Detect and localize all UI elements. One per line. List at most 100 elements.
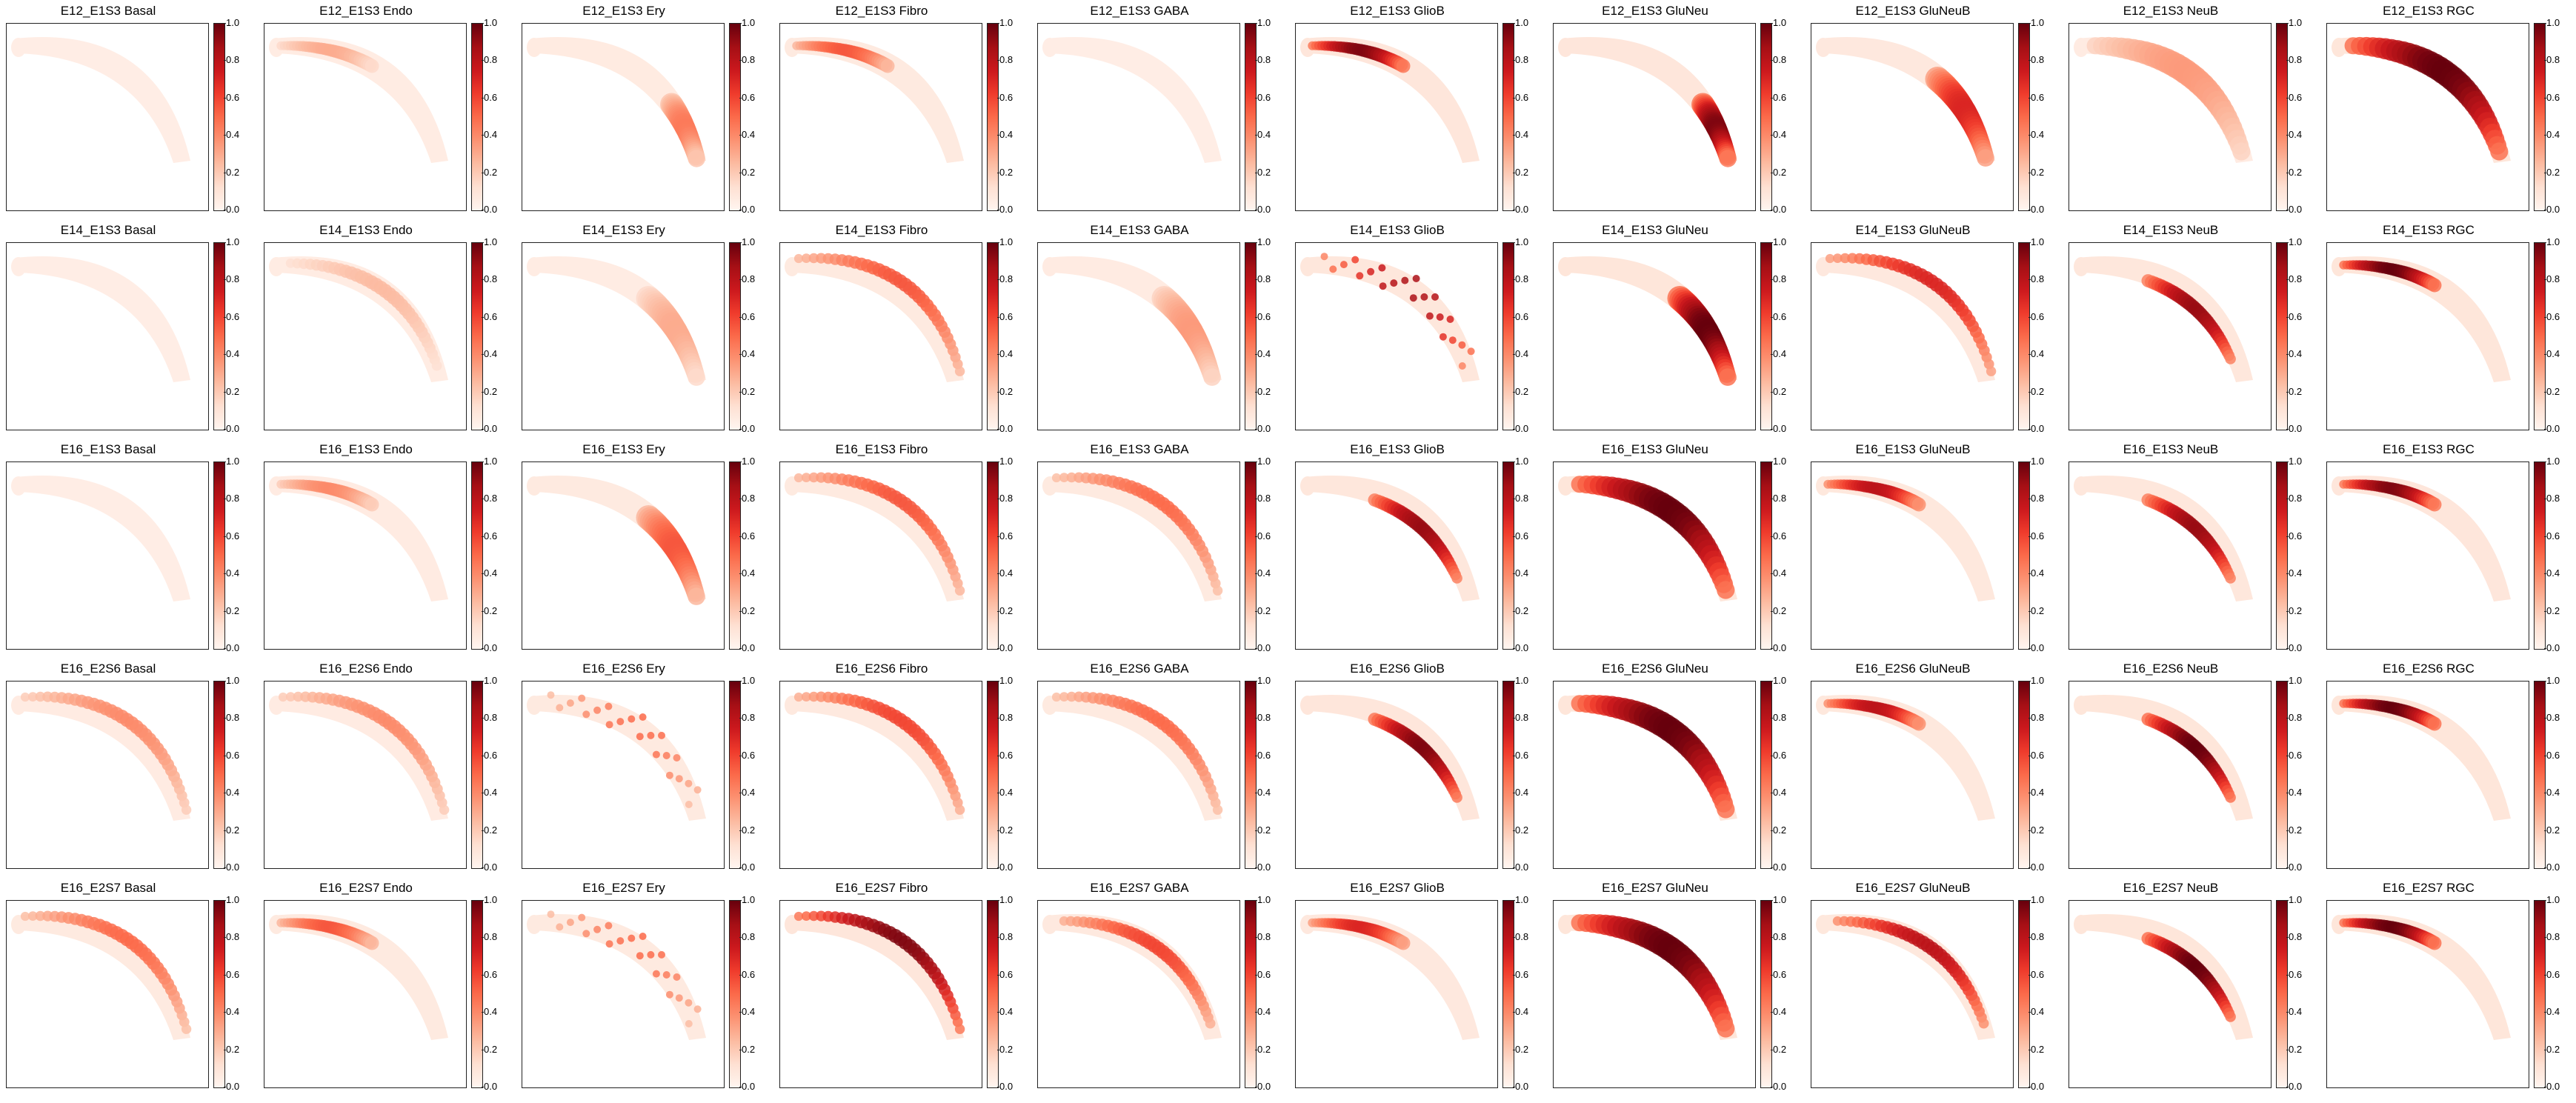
colorbar-tick-label: 0.6 [223, 968, 240, 980]
spatial-map [779, 681, 982, 869]
spatial-map [1295, 461, 1498, 650]
intensity-spot [808, 253, 819, 264]
colorbar-tick-label: 0.8 [2286, 493, 2303, 504]
colorbar-tick-label: 0.2 [481, 604, 498, 616]
colorbar-tick-label: 0.4 [996, 787, 1014, 799]
spatial-map [779, 900, 982, 1088]
colorbar-tick-label: 0.0 [739, 862, 756, 873]
intensity-spot [954, 1024, 965, 1034]
tissue-heatmap [2332, 695, 2511, 821]
panel-e14_e1s3-gaba: E14_E1S3 GABA 0.0 0.2 0.4 0.6 0.8 1.0 [1037, 222, 1282, 437]
colorbar-tick-label: 0.6 [223, 310, 240, 322]
colorbar-tick-label: 0.0 [1254, 642, 1271, 653]
intensity-spot [605, 721, 613, 729]
colorbar-tick-label: 0.4 [739, 567, 756, 579]
intensity-spot [808, 691, 819, 702]
tissue-lobe [1558, 696, 1573, 715]
panel-e14_e1s3-rgc: E14_E1S3 RGC 0.0 0.2 0.4 0.6 0.8 1.0 [2326, 222, 2571, 437]
colorbar-tick-label: 0.4 [739, 787, 756, 799]
colorbar-tick-label: 0.8 [1254, 54, 1271, 66]
panel-title: E16_E2S6 Ery [582, 662, 665, 676]
panel-e16_e2s7-basal: E16_E2S7 Basal 0.0 0.2 0.4 0.6 0.8 1.0 [6, 880, 250, 1095]
tissue-lobe [1300, 257, 1315, 276]
intensity-spot [652, 750, 660, 759]
panel-e16_e2s7-endo: E16_E2S7 Endo 0.0 0.2 0.4 0.6 0.8 1.0 [264, 880, 508, 1095]
panel-e16_e2s7-gaba: E16_E2S7 GABA 0.0 0.2 0.4 0.6 0.8 1.0 [1037, 880, 1282, 1095]
tissue-heatmap [1558, 256, 1737, 386]
colorbar-tick-label: 0.6 [481, 530, 498, 541]
colorbar-tick-label: 0.8 [996, 54, 1014, 66]
colorbar-tick-label: 0.6 [481, 749, 498, 761]
colorbar [1245, 681, 1257, 869]
intensity-spot [1390, 279, 1398, 287]
tissue-heatmap [2074, 256, 2253, 382]
colorbar-tick-label: 0.0 [223, 204, 240, 215]
tissue-heatmap [2332, 914, 2511, 1040]
tissue-section [789, 914, 964, 1040]
colorbar-tick-label: 0.0 [481, 642, 498, 653]
colorbar-tick-label: 0.8 [223, 493, 240, 504]
intensity-spot [181, 804, 192, 815]
colorbar-tick-label: 0.2 [996, 1043, 1014, 1055]
colorbar-tick-label: 0.6 [996, 749, 1014, 761]
colorbar-tick-label: 0.2 [2286, 1043, 2303, 1055]
tissue-section [789, 476, 964, 602]
colorbar-tick-label: 0.0 [2028, 642, 2045, 653]
panel-title: E16_E1S3 GABA [1090, 442, 1189, 456]
colorbar-tick-label: 0.4 [2286, 129, 2303, 141]
spatial-map [264, 681, 467, 869]
colorbar-tick-label: 0.2 [996, 385, 1014, 397]
colorbar-tick-label: 0.2 [481, 824, 498, 836]
intensity-spot [1446, 316, 1454, 323]
spatial-map [2326, 242, 2529, 430]
intensity-spot [20, 692, 30, 702]
tissue-heatmap [269, 691, 450, 821]
panel-title: E16_E1S3 Basal [60, 442, 156, 456]
colorbar-tick-label: 0.0 [1512, 642, 1529, 653]
colorbar-tick-label: 0.6 [223, 749, 240, 761]
colorbar-tick-label: 0.2 [481, 166, 498, 178]
colorbar-tick-label: 0.2 [1512, 824, 1529, 836]
colorbar [471, 900, 483, 1088]
intensity-spot [1351, 256, 1359, 264]
intensity-spot [1212, 585, 1223, 596]
colorbar-tick-label: 0.2 [2286, 166, 2303, 178]
colorbar-tick-label: 0.2 [1770, 166, 1787, 178]
intensity-spot [673, 973, 681, 981]
colorbar-tick-label: 0.0 [1254, 862, 1271, 873]
intensity-spot [628, 934, 636, 942]
spatial-map [2326, 23, 2529, 211]
intensity-spot [639, 713, 647, 721]
colorbar [2534, 900, 2546, 1088]
panel-e16_e2s6-neub: E16_E2S6 NeuB 0.0 0.2 0.4 0.6 0.8 1.0 [2069, 661, 2313, 876]
colorbar-tick-label: 1.0 [223, 17, 240, 28]
intensity-spot [1409, 294, 1417, 302]
colorbar-tick-label: 1.0 [2028, 17, 2045, 28]
intensity-spot [1356, 272, 1364, 280]
colorbar [471, 23, 483, 211]
tissue-heatmap [527, 476, 706, 605]
intensity-spot [693, 1005, 702, 1013]
tissue-heatmap [1816, 253, 1997, 382]
intensity-spot [1205, 1018, 1216, 1029]
colorbar-tick-label: 0.8 [1254, 931, 1271, 943]
spatial-map [1553, 681, 1756, 869]
colorbar [213, 461, 225, 650]
colorbar-tick-label: 0.0 [1770, 862, 1787, 873]
panel-title: E16_E1S3 GluNeu [1602, 442, 1708, 456]
spatial-map [1295, 242, 1498, 430]
colorbar-tick-label: 0.6 [1254, 749, 1271, 761]
spatial-map [6, 23, 209, 211]
panel-title: E12_E1S3 NeuB [2123, 4, 2219, 18]
intensity-spot [665, 990, 673, 999]
colorbar-tick-label: 0.2 [481, 385, 498, 397]
colorbar-tick-label: 0.4 [2028, 787, 2045, 799]
colorbar-tick-label: 0.6 [739, 530, 756, 541]
panel-title: E16_E2S7 GlioB [1350, 881, 1445, 895]
intensity-spot [1977, 149, 1994, 167]
tissue-heatmap [1816, 914, 1995, 1040]
intensity-spot [1467, 347, 1475, 356]
intensity-spot [1717, 800, 1735, 819]
colorbar [2534, 242, 2546, 430]
panel-title: E16_E2S6 GABA [1090, 662, 1189, 676]
